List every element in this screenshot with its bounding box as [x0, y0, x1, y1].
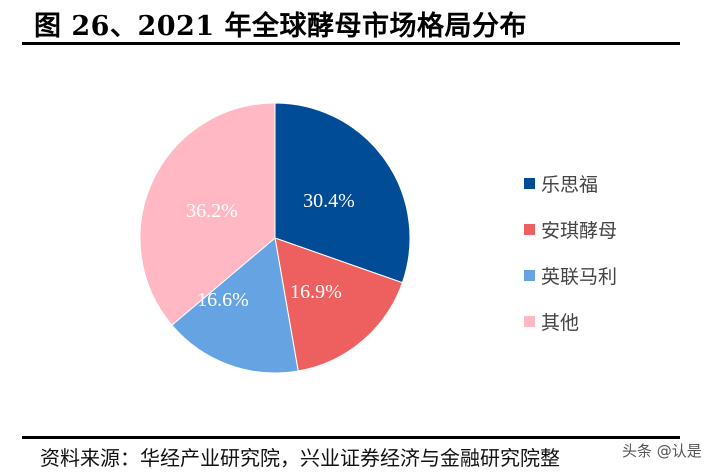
slice-value-label: 16.9%: [290, 281, 342, 303]
slice-lesaffre: [274, 102, 411, 284]
legend-swatch-icon: [524, 315, 535, 327]
slice-angel-yeast: [274, 237, 404, 372]
source-divider: [22, 436, 680, 439]
legend-item-ab-mauri: 英联马利: [524, 252, 617, 298]
legend-label: 其他: [541, 311, 580, 334]
legend-label: 乐思福: [541, 173, 599, 196]
slice-value-label: 30.4%: [303, 190, 355, 212]
legend-item-lesaffre: 乐思福: [524, 160, 617, 206]
legend-swatch-icon: [524, 177, 535, 189]
chart-legend: 乐思福 安琪酵母 英联马利 其他: [524, 160, 617, 344]
legend-label: 英联马利: [541, 265, 618, 288]
title-divider: [22, 42, 680, 45]
slice-ab-mauri: [171, 237, 299, 374]
figure-title: 图 26、2021 年全球酵母市场格局分布: [34, 11, 528, 42]
slice-others: [139, 102, 276, 326]
legend-swatch-icon: [524, 223, 535, 235]
legend-swatch-icon: [524, 269, 535, 281]
slice-value-label: 36.2%: [186, 200, 238, 222]
legend-item-angel-yeast: 安琪酵母: [524, 206, 617, 252]
legend-label: 安琪酵母: [541, 219, 618, 242]
source-note: 资料来源：华经产业研究院，兴业证券经济与金融研究院整: [40, 446, 560, 470]
watermark: 头条 @认是: [622, 442, 702, 460]
legend-item-others: 其他: [524, 298, 617, 344]
slice-value-label: 16.6%: [197, 289, 249, 311]
